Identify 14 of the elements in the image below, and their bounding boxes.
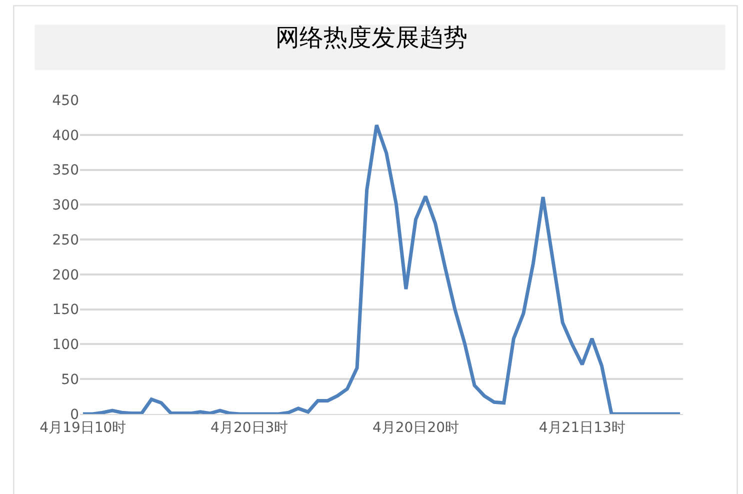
y-tick-label: 250 <box>52 232 79 248</box>
y-tick-label: 50 <box>61 372 79 388</box>
y-tick-label: 150 <box>52 302 79 318</box>
line-series <box>81 123 682 414</box>
y-tick-label: 450 <box>52 92 79 109</box>
x-tick-label: 4月21日13时 <box>538 420 626 436</box>
x-tick-label: 4月20日20时 <box>372 420 460 436</box>
y-tick-label: 300 <box>52 198 79 214</box>
y-tick-label: 350 <box>52 162 79 179</box>
y-tick-label: 200 <box>52 267 79 284</box>
x-tick-label: 4月20日3时 <box>210 420 288 436</box>
y-tick-label: 100 <box>52 337 79 354</box>
y-tick-label: 400 <box>52 128 79 144</box>
chart-title: 网络热度发展趋势 <box>276 23 468 52</box>
